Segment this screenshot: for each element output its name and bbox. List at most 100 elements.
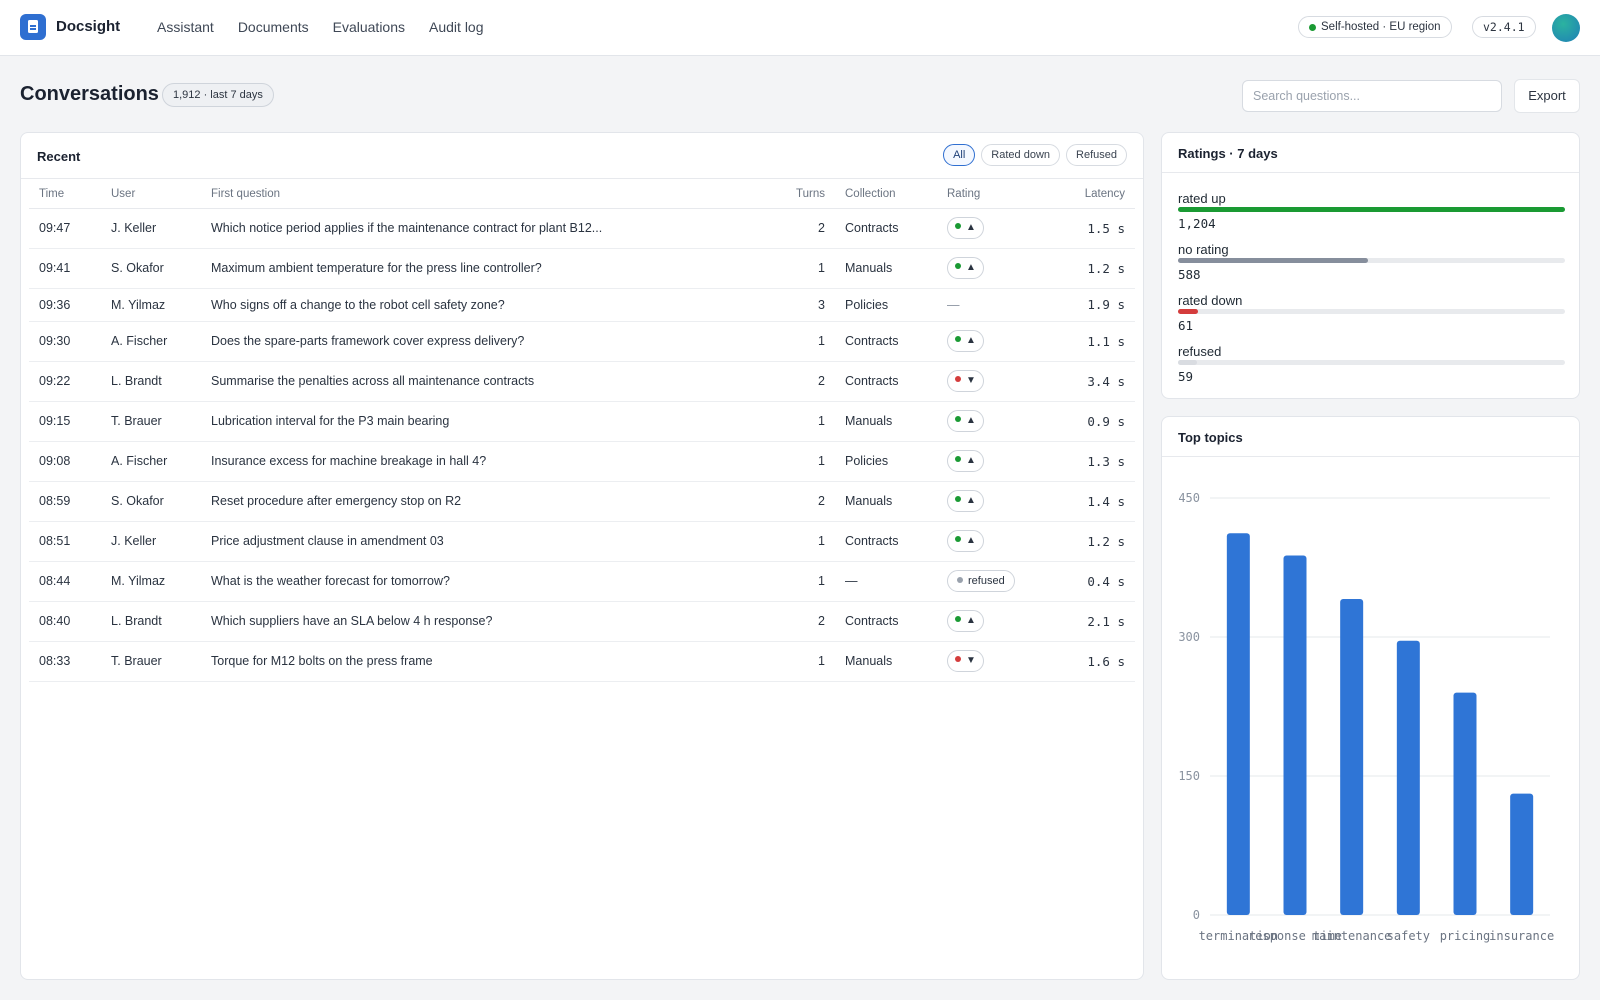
cell-first-question: Which suppliers have an SLA below 4 h re… bbox=[201, 601, 787, 642]
table-row[interactable]: 08:59 S. Okafor Reset procedure after emer… bbox=[29, 481, 1135, 522]
cell-user: S. Okafor bbox=[101, 481, 201, 522]
nav-evaluations[interactable]: Evaluations bbox=[332, 19, 406, 35]
cell-collection: Contracts bbox=[835, 208, 937, 249]
x-tick-label: pricing bbox=[1440, 929, 1491, 943]
cell-time: 08:59 bbox=[29, 481, 101, 522]
cell-rating: ▲ bbox=[937, 248, 1055, 289]
rating-badge-up: ▲ bbox=[947, 257, 984, 279]
cell-turns: 1 bbox=[786, 248, 835, 289]
cell-latency: 1.2 s bbox=[1055, 521, 1135, 562]
rating-dot-icon bbox=[955, 416, 961, 422]
topic-bar[interactable] bbox=[1453, 692, 1477, 915]
rating-badge-down: ▼ bbox=[947, 650, 984, 672]
rating-label: refused bbox=[968, 575, 1005, 587]
cell-latency: 1.9 s bbox=[1055, 288, 1135, 322]
thumb-up-icon: ▲ bbox=[966, 415, 976, 426]
y-tick-label: 150 bbox=[1178, 769, 1200, 783]
table-row[interactable]: 09:15 T. Brauer Lubrication interval for t… bbox=[29, 401, 1135, 442]
cell-rating: ▼ bbox=[937, 641, 1055, 682]
rating-dot-icon bbox=[955, 336, 961, 342]
docsight-logo-icon[interactable] bbox=[20, 14, 46, 40]
topic-bar[interactable] bbox=[1226, 533, 1250, 915]
table-row[interactable]: 09:08 A. Fischer Insurance excess for mach… bbox=[29, 441, 1135, 482]
column-header-time[interactable]: Time bbox=[29, 180, 101, 209]
user-avatar[interactable] bbox=[1552, 14, 1580, 42]
column-header-turns[interactable]: Turns bbox=[786, 180, 835, 209]
rating-summary-label: refused bbox=[1178, 344, 1222, 359]
cell-first-question: Who signs off a change to the robot cell… bbox=[201, 288, 787, 322]
table-row[interactable]: 08:44 M. Yilmaz What is the weather foreca… bbox=[29, 561, 1135, 602]
topic-bar[interactable] bbox=[1510, 793, 1534, 915]
filter-rated-down-chip[interactable]: Rated down bbox=[981, 144, 1061, 166]
table-row[interactable]: 09:41 S. Okafor Maximum ambient temperatur… bbox=[29, 248, 1135, 289]
rating-dot-icon bbox=[955, 223, 961, 229]
table-row[interactable]: 08:33 T. Brauer Torque for M12 bolts on th… bbox=[29, 641, 1135, 682]
nav-documents[interactable]: Documents bbox=[237, 19, 309, 35]
table-row[interactable]: 08:40 L. Brandt Which suppliers have an SL… bbox=[29, 601, 1135, 642]
cell-collection: Contracts bbox=[835, 521, 937, 562]
deployment-status-text: Self-hosted · EU region bbox=[1321, 21, 1441, 33]
cell-time: 08:51 bbox=[29, 521, 101, 562]
y-tick-label: 0 bbox=[1193, 908, 1200, 922]
table-row[interactable]: 08:51 J. Keller Price adjustment clause in… bbox=[29, 521, 1135, 562]
rating-dot-icon bbox=[955, 656, 961, 662]
table-row[interactable]: 09:30 A. Fischer Does the spare-parts fram… bbox=[29, 321, 1135, 362]
cell-turns: 1 bbox=[786, 441, 835, 482]
column-header-first-question[interactable]: First question bbox=[201, 180, 787, 209]
conversations-table: Time User First question Turns Collectio… bbox=[29, 180, 1135, 682]
recent-conversations-card: Recent All Rated down Refused Time User … bbox=[20, 132, 1144, 980]
cell-first-question: Torque for M12 bolts on the press frame bbox=[201, 641, 787, 682]
cell-collection: Manuals bbox=[835, 248, 937, 289]
rating-badge-up: ▲ bbox=[947, 490, 984, 512]
rating-dot-icon bbox=[955, 616, 961, 622]
filter-refused-chip[interactable]: Refused bbox=[1066, 144, 1127, 166]
nav-audit-log[interactable]: Audit log bbox=[429, 19, 484, 35]
thumb-up-icon: ▲ bbox=[966, 495, 976, 506]
cell-first-question: Which notice period applies if the maint… bbox=[201, 208, 787, 249]
table-row[interactable]: 09:22 L. Brandt Summarise the penalties ac… bbox=[29, 361, 1135, 402]
topic-bar[interactable] bbox=[1283, 555, 1307, 915]
cell-collection: Contracts bbox=[835, 601, 937, 642]
rating-dot-icon bbox=[955, 536, 961, 542]
ratings-list: rated up 1,204 no rating 588 rated down 61 ref… bbox=[1178, 191, 1565, 395]
thumb-up-icon: ▲ bbox=[966, 535, 976, 546]
thumb-up-icon: ▲ bbox=[966, 262, 976, 273]
cell-turns: 1 bbox=[786, 561, 835, 602]
cell-collection: Policies bbox=[835, 441, 937, 482]
top-topics-card: Top topics 0 150 300 450 termination response… bbox=[1161, 416, 1580, 980]
cell-latency: 1.1 s bbox=[1055, 321, 1135, 362]
cell-time: 09:30 bbox=[29, 321, 101, 362]
cell-rating: ▼ bbox=[937, 361, 1055, 402]
topic-bar[interactable] bbox=[1340, 599, 1364, 915]
cell-rating: — bbox=[937, 288, 1055, 322]
search-input[interactable] bbox=[1242, 80, 1502, 112]
cell-collection: Manuals bbox=[835, 401, 937, 442]
brand-name[interactable]: Docsight bbox=[56, 18, 121, 35]
cell-first-question: Lubrication interval for the P3 main bea… bbox=[201, 401, 787, 442]
column-header-rating[interactable]: Rating bbox=[937, 180, 1055, 209]
cell-latency: 1.6 s bbox=[1055, 641, 1135, 682]
rating-badge-refused: refused bbox=[947, 570, 1015, 592]
column-header-collection[interactable]: Collection bbox=[835, 180, 937, 209]
cell-user: A. Fischer bbox=[101, 441, 201, 482]
cell-collection: — bbox=[835, 561, 937, 602]
ratings-card-header: Ratings · 7 days bbox=[1162, 133, 1579, 173]
nav-assistant[interactable]: Assistant bbox=[157, 19, 214, 35]
column-header-user[interactable]: User bbox=[101, 180, 201, 209]
topic-bar[interactable] bbox=[1396, 640, 1420, 915]
rating-summary-bar-fill bbox=[1178, 360, 1197, 365]
rating-summary-value: 59 bbox=[1178, 369, 1194, 384]
thumb-up-icon: ▲ bbox=[966, 335, 976, 346]
filter-all-chip[interactable]: All bbox=[943, 144, 976, 166]
cell-turns: 3 bbox=[786, 288, 835, 322]
column-header-latency[interactable]: Latency bbox=[1055, 180, 1135, 209]
table-row[interactable]: 09:36 M. Yilmaz Who signs off a change to … bbox=[29, 288, 1135, 322]
cell-time: 08:33 bbox=[29, 641, 101, 682]
cell-turns: 1 bbox=[786, 641, 835, 682]
table-row[interactable]: 09:47 J. Keller Which notice period applie… bbox=[29, 208, 1135, 249]
export-button[interactable]: Export bbox=[1514, 79, 1580, 113]
cell-time: 08:44 bbox=[29, 561, 101, 602]
cell-time: 09:15 bbox=[29, 401, 101, 442]
x-tick-label: response time bbox=[1248, 929, 1342, 943]
